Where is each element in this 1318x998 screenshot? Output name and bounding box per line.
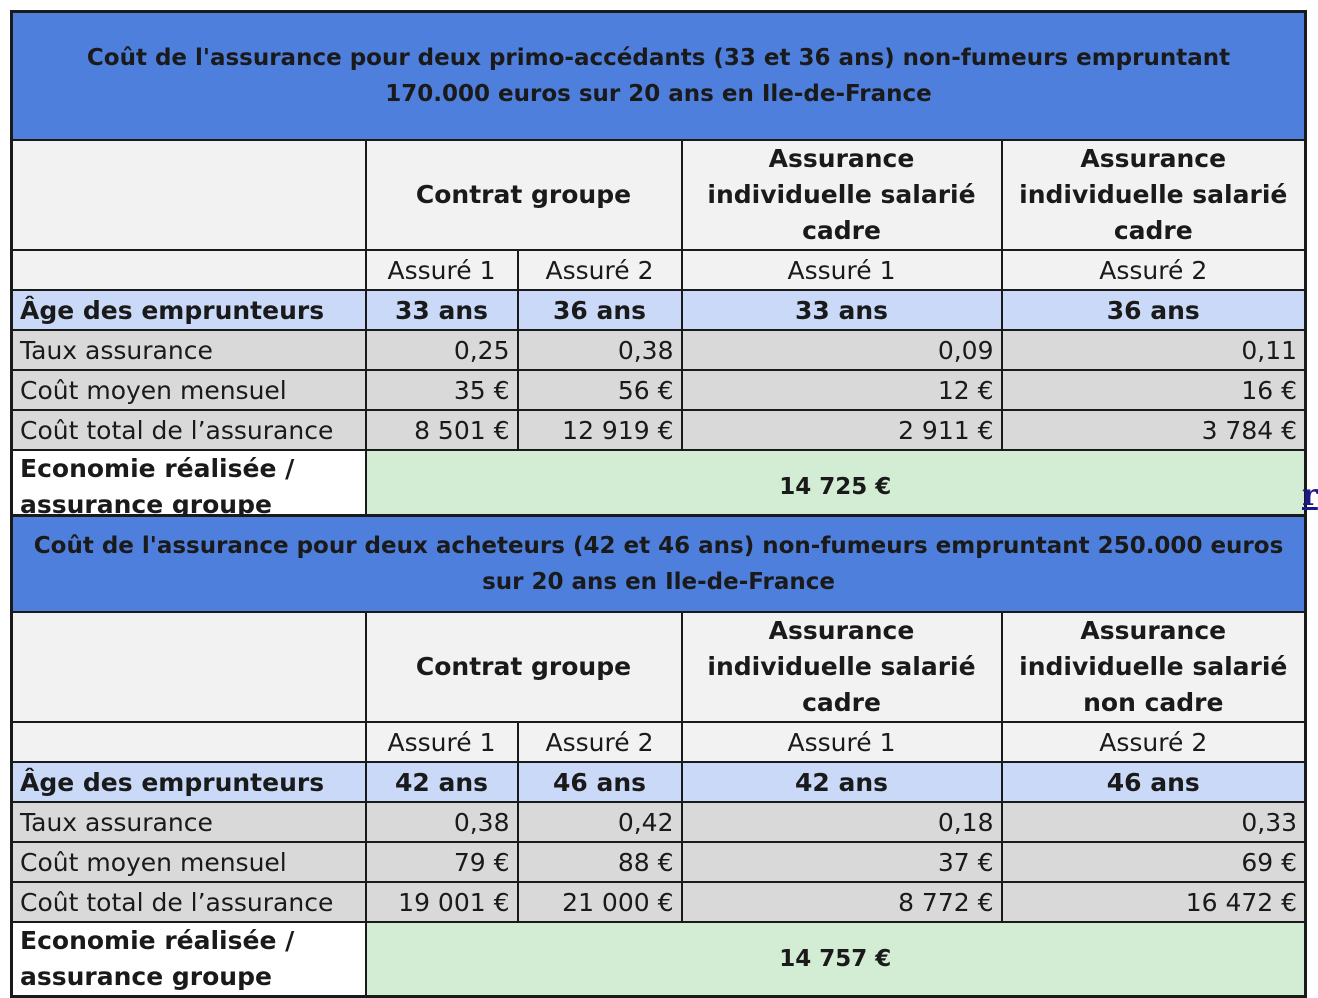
table-title: Coût de l'assurance pour deux primo-accé… xyxy=(10,10,1307,141)
insured-label: Assuré 1 xyxy=(680,721,1003,763)
rate-cell: 0,18 xyxy=(680,801,1003,843)
insured-label: Assuré 1 xyxy=(680,249,1003,291)
table-title: Coût de l'assurance pour deux acheteurs … xyxy=(10,514,1307,613)
rate-cell: 0,11 xyxy=(1000,329,1307,371)
age-cell: 46 ans xyxy=(516,761,683,803)
monthly-cost-row-label: Coût moyen mensuel xyxy=(10,841,367,883)
insurance-table-2: Coût de l'assurance pour deux acheteurs … xyxy=(10,514,1308,998)
insured-label: Assuré 2 xyxy=(1000,249,1307,291)
age-cell: 36 ans xyxy=(1000,289,1307,331)
empty-subheader-cell xyxy=(10,249,367,291)
empty-header-cell xyxy=(10,139,367,251)
total-cost-cell: 8 501 € xyxy=(364,409,519,451)
rate-cell: 0,38 xyxy=(364,801,519,843)
individual-insurance-header-1: Assurance individuelle salarié cadre xyxy=(680,611,1003,723)
insured-label: Assuré 1 xyxy=(364,249,519,291)
monthly-cost-cell: 88 € xyxy=(516,841,683,883)
rate-row-label: Taux assurance xyxy=(10,801,367,843)
monthly-cost-cell: 12 € xyxy=(680,369,1003,411)
individual-insurance-header-2: Assurance individuelle salarié non cadre xyxy=(1000,611,1307,723)
monthly-cost-cell: 35 € xyxy=(364,369,519,411)
individual-insurance-header-1: Assurance individuelle salarié cadre xyxy=(680,139,1003,251)
monthly-cost-cell: 69 € xyxy=(1000,841,1307,883)
empty-header-cell xyxy=(10,611,367,723)
age-cell: 46 ans xyxy=(1000,761,1307,803)
monthly-cost-cell: 37 € xyxy=(680,841,1003,883)
age-row-label: Âge des emprunteurs xyxy=(10,289,367,331)
savings-value: 14 757 € xyxy=(364,921,1307,998)
monthly-cost-row-label: Coût moyen mensuel xyxy=(10,369,367,411)
total-cost-cell: 21 000 € xyxy=(516,881,683,923)
insured-label: Assuré 2 xyxy=(516,721,683,763)
savings-value: 14 725 € xyxy=(364,449,1307,526)
total-cost-row-label: Coût total de l’assurance xyxy=(10,881,367,923)
total-cost-cell: 16 472 € xyxy=(1000,881,1307,923)
rate-cell: 0,33 xyxy=(1000,801,1307,843)
group-contract-header: Contrat groupe xyxy=(364,139,683,251)
monthly-cost-cell: 56 € xyxy=(516,369,683,411)
age-cell: 42 ans xyxy=(680,761,1003,803)
rate-row-label: Taux assurance xyxy=(10,329,367,371)
individual-insurance-header-2: Assurance individuelle salarié cadre xyxy=(1000,139,1307,251)
insured-label: Assuré 2 xyxy=(1000,721,1307,763)
monthly-cost-cell: 16 € xyxy=(1000,369,1307,411)
age-cell: 36 ans xyxy=(516,289,683,331)
group-contract-header: Contrat groupe xyxy=(364,611,683,723)
total-cost-cell: 3 784 € xyxy=(1000,409,1307,451)
total-cost-cell: 2 911 € xyxy=(680,409,1003,451)
total-cost-cell: 12 919 € xyxy=(516,409,683,451)
rate-cell: 0,09 xyxy=(680,329,1003,371)
stray-link[interactable]: r xyxy=(1302,478,1318,513)
savings-row-label: Economie réalisée / assurance groupe xyxy=(10,921,367,998)
rate-cell: 0,25 xyxy=(364,329,519,371)
total-cost-row-label: Coût total de l’assurance xyxy=(10,409,367,451)
age-cell: 33 ans xyxy=(364,289,519,331)
age-row-label: Âge des emprunteurs xyxy=(10,761,367,803)
insured-label: Assuré 1 xyxy=(364,721,519,763)
empty-subheader-cell xyxy=(10,721,367,763)
total-cost-cell: 19 001 € xyxy=(364,881,519,923)
insurance-table-1: Coût de l'assurance pour deux primo-accé… xyxy=(10,10,1308,526)
age-cell: 33 ans xyxy=(680,289,1003,331)
rate-cell: 0,42 xyxy=(516,801,683,843)
rate-cell: 0,38 xyxy=(516,329,683,371)
total-cost-cell: 8 772 € xyxy=(680,881,1003,923)
monthly-cost-cell: 79 € xyxy=(364,841,519,883)
insured-label: Assuré 2 xyxy=(516,249,683,291)
age-cell: 42 ans xyxy=(364,761,519,803)
